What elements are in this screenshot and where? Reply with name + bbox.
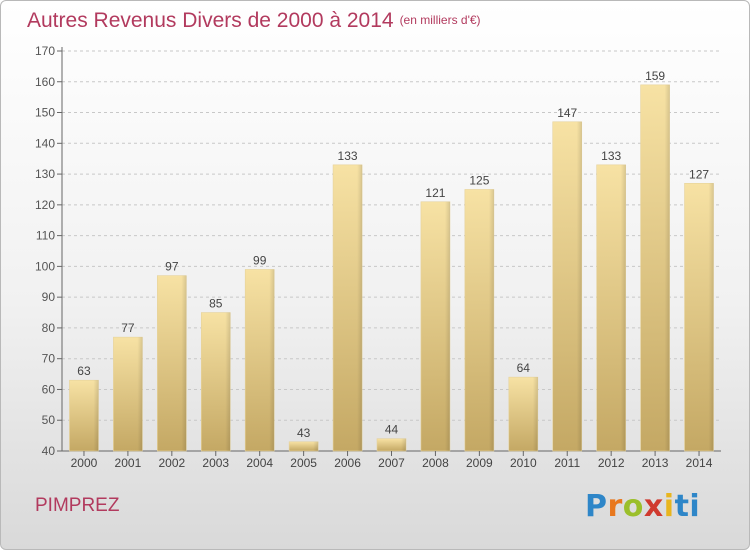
y-tick-label: 40 — [42, 444, 56, 458]
y-tick-label: 110 — [36, 229, 55, 243]
data-label: 127 — [689, 167, 709, 181]
x-tick-label: 2001 — [115, 456, 142, 470]
y-tick-label: 80 — [42, 321, 56, 335]
x-tick-label: 2010 — [510, 456, 537, 470]
proxiti-logo: Proxiti — [585, 489, 701, 524]
data-label: 44 — [385, 423, 399, 437]
data-label: 43 — [297, 426, 311, 440]
y-tick-label: 120 — [35, 198, 55, 212]
bar-shade — [620, 164, 626, 451]
x-tick-label: 2009 — [466, 456, 493, 470]
chart-title-text: Autres Revenus Divers de 2000 à 2014 — [27, 9, 394, 32]
y-tick-label: 170 — [35, 44, 55, 58]
x-tick-label: 2011 — [554, 456, 580, 470]
y-tick-label: 60 — [42, 382, 56, 396]
bar-shade — [137, 337, 143, 451]
bar-shade — [93, 380, 99, 451]
data-label: 97 — [165, 260, 179, 274]
data-label: 125 — [469, 173, 489, 187]
bar-shade — [576, 121, 582, 452]
x-tick-label: 2006 — [334, 456, 361, 470]
data-label: 121 — [425, 186, 445, 200]
y-tick-label: 50 — [42, 413, 56, 427]
bar-shade — [269, 269, 275, 451]
bar-shade — [225, 312, 231, 451]
x-tick-label: 2000 — [71, 456, 98, 470]
chart-title: Autres Revenus Divers de 2000 à 2014 (en … — [27, 9, 481, 33]
y-tick-label: 150 — [35, 106, 55, 120]
bar-shade — [444, 201, 450, 451]
x-tick-label: 2012 — [598, 456, 625, 470]
bar-shade — [532, 377, 538, 451]
data-label: 99 — [253, 253, 267, 267]
x-tick-label: 2004 — [246, 456, 273, 470]
x-tick-label: 2005 — [290, 456, 317, 470]
x-tick-label: 2008 — [422, 456, 449, 470]
data-label: 63 — [77, 364, 91, 378]
x-tick-label: 2002 — [158, 456, 185, 470]
data-label: 85 — [209, 297, 223, 311]
bar-shade — [401, 438, 406, 451]
y-tick-label: 70 — [42, 352, 56, 366]
x-tick-label: 2014 — [686, 456, 713, 470]
y-tick-label: 90 — [42, 290, 56, 304]
y-tick-label: 140 — [35, 136, 55, 150]
data-label: 77 — [121, 321, 135, 335]
y-tick-label: 130 — [35, 167, 55, 181]
bar-shade — [488, 189, 494, 451]
data-label: 147 — [557, 106, 577, 120]
bar-shade — [708, 183, 714, 452]
y-tick-label: 100 — [35, 259, 55, 273]
y-tick-label: 160 — [35, 75, 55, 89]
place-name: PIMPREZ — [35, 495, 120, 516]
bar-shade — [664, 84, 670, 451]
data-label: 64 — [517, 361, 531, 375]
chart-unit: (en milliers d'€) — [399, 13, 481, 27]
data-label: 133 — [338, 149, 358, 163]
bar-shade — [181, 275, 187, 451]
x-tick-label: 2007 — [378, 456, 405, 470]
bar-shade — [313, 441, 319, 451]
data-label: 133 — [601, 149, 621, 163]
x-tick-label: 2013 — [642, 456, 669, 470]
bar-shade — [357, 164, 363, 451]
x-tick-label: 2003 — [202, 456, 229, 470]
data-label: 159 — [645, 69, 665, 83]
